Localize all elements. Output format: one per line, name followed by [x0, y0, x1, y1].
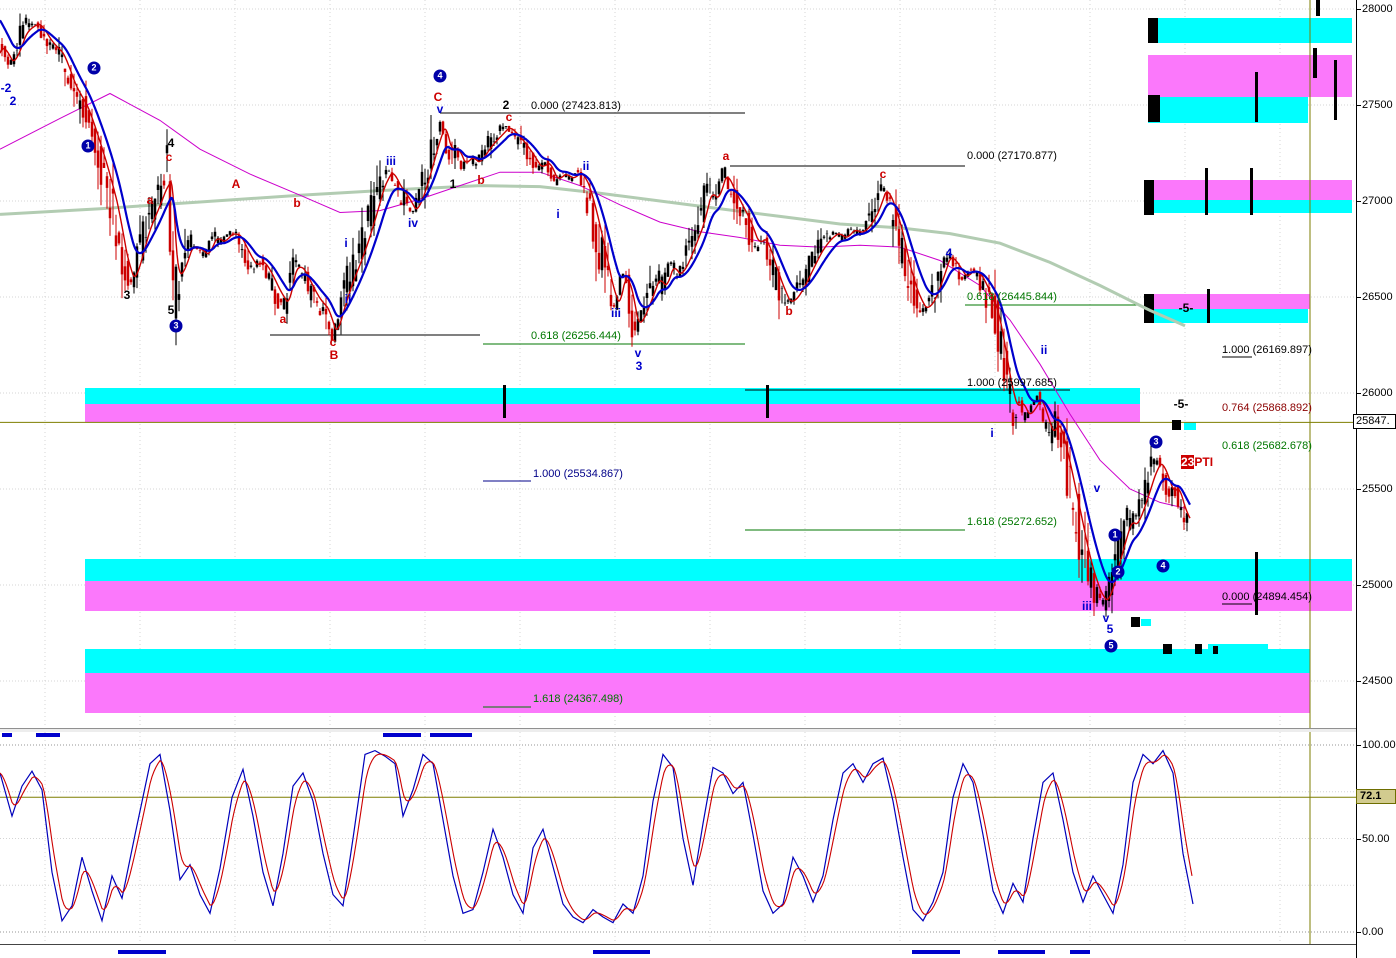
- price-axis-tick: 24500: [1357, 675, 1393, 687]
- time-marker-dash: [998, 950, 1045, 954]
- osc-gridlines: [0, 732, 1356, 944]
- price-axis-tick: 26500: [1357, 291, 1393, 303]
- bottom-axis-strip: [0, 944, 1356, 958]
- current-price-label: 25847.: [1356, 415, 1390, 427]
- time-marker-dash: [593, 950, 650, 954]
- current-price-box: 25847.: [1353, 414, 1396, 429]
- price-axis-tick: 26000: [1357, 387, 1393, 399]
- time-marker-dash: [912, 950, 960, 954]
- oscillator-fast-line: [0, 749, 1194, 924]
- oscillator-value-label: 72.1: [1360, 790, 1382, 802]
- price-marker-lines: [0, 0, 1356, 728]
- oscillator-slow-line: [0, 753, 1193, 921]
- candlestick-series: [0, 13, 1189, 617]
- time-marker-dash: [118, 950, 166, 954]
- price-axis-tick: 27500: [1357, 99, 1393, 111]
- oscillator-axis-tick: 50.00: [1357, 833, 1390, 845]
- oscillator-value-box: 72.1: [1356, 789, 1396, 804]
- ma-medium-magenta: [0, 92, 1186, 509]
- price-axis-tick: 25500: [1357, 483, 1393, 495]
- panel-divider[interactable]: [0, 728, 1356, 732]
- osc-signal-markers: [2, 733, 472, 737]
- ma-slow-blue: [0, 19, 1191, 584]
- support-resistance-bands: [85, 18, 1352, 713]
- price-axis[interactable]: 28000 27500 27000 26500 26000 25500 25000 24500…: [1356, 0, 1396, 958]
- oscillator-axis-tick: 100.00: [1357, 739, 1396, 751]
- ma-fast-red: [0, 23, 1191, 601]
- moving-averages: [0, 92, 1186, 509]
- price-axis-tick: 28000: [1357, 3, 1393, 15]
- price-axis-tick: 25000: [1357, 579, 1393, 591]
- oscillator-axis-tick: 0.00: [1356, 926, 1384, 938]
- time-marker-dash: [1070, 950, 1090, 954]
- oscillator-canvas[interactable]: [0, 732, 1356, 944]
- price-chart-canvas[interactable]: [0, 0, 1356, 728]
- price-axis-tick: 27000: [1357, 195, 1393, 207]
